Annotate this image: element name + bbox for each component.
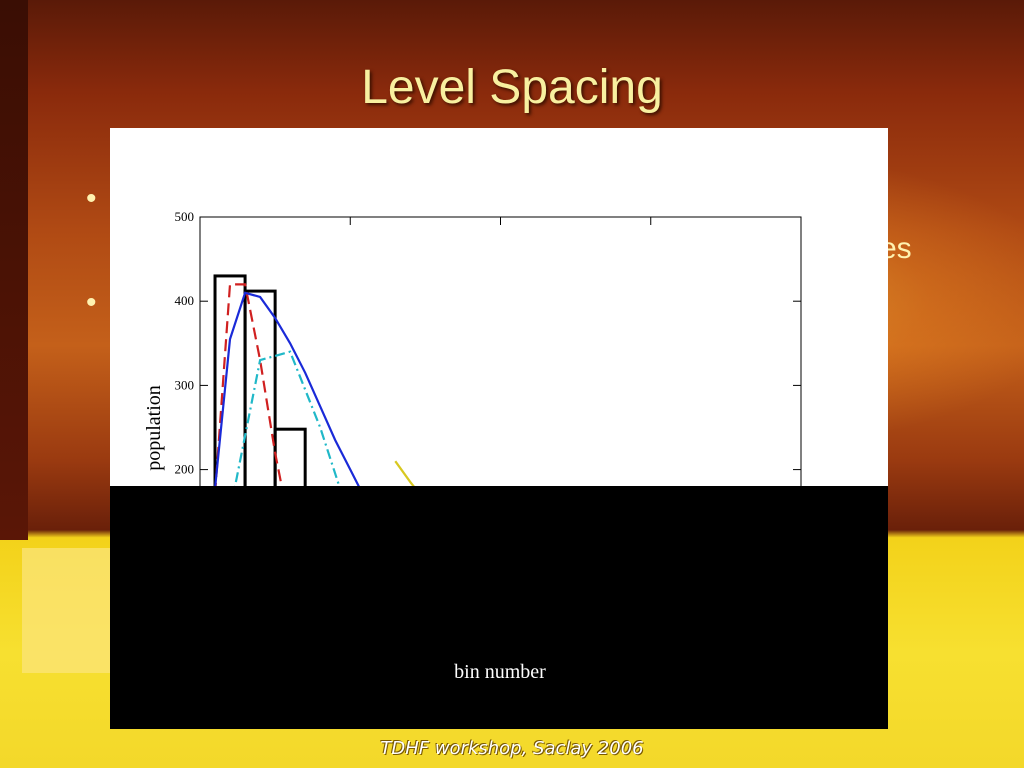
y-tick-label: 300 bbox=[175, 377, 195, 392]
y-tick-label: 400 bbox=[175, 293, 195, 308]
chart-image: 010020030040050005101520 population bin … bbox=[110, 128, 888, 729]
bullet-marker-1: • bbox=[86, 182, 97, 215]
y-tick-label: 200 bbox=[175, 462, 195, 477]
left-dark-band bbox=[0, 0, 28, 540]
y-tick-label: 500 bbox=[175, 209, 195, 224]
slide-title: Level Spacing bbox=[361, 61, 663, 114]
black-overlay-bar bbox=[110, 486, 888, 729]
bullet-marker-2: • bbox=[86, 286, 97, 319]
y-axis-label: population bbox=[143, 385, 165, 471]
x-axis-label: bin number bbox=[454, 661, 546, 683]
histogram-chart: 010020030040050005101520 population bin … bbox=[110, 209, 888, 729]
footer-text: TDHF workshop, Saclay 2006 bbox=[380, 738, 644, 759]
